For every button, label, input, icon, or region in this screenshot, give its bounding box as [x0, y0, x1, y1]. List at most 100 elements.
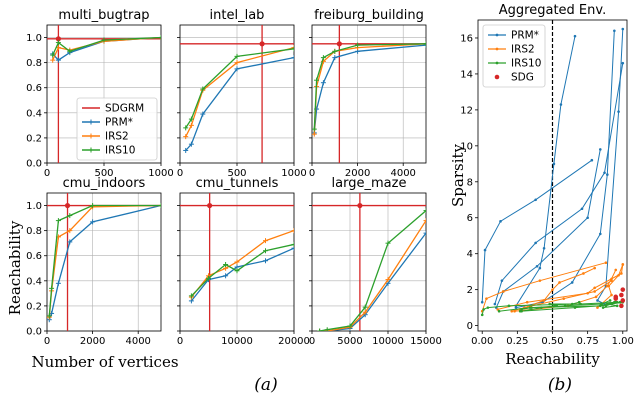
y-tick-label: 16 [460, 33, 473, 44]
series-irs2 [317, 218, 426, 331]
data-point-irs2 [551, 288, 554, 291]
sdgrm-point [64, 202, 71, 209]
legend-box [482, 24, 546, 88]
sdgrm-point [259, 41, 265, 47]
data-point-prm [534, 241, 537, 245]
series-irs10 [312, 41, 426, 132]
x-tick-label: 500 [227, 168, 246, 179]
sdg-point [619, 303, 624, 309]
y-tick-label: 4 [467, 249, 473, 260]
x-tick-label: 0.50 [541, 336, 563, 347]
subplot-title: freiburg_building [314, 8, 424, 23]
data-point-irs2 [593, 286, 596, 290]
data-point-prm [480, 300, 484, 304]
sdgrm-marker [312, 193, 426, 331]
data-point-prm [603, 171, 606, 175]
data-point-prm [499, 220, 502, 223]
caption-b: (b) [548, 375, 572, 395]
series-prm [596, 27, 625, 306]
data-point-prm [580, 207, 584, 211]
axes-frame [311, 192, 427, 332]
legend-label-sdgrm: SDGRM [105, 103, 144, 115]
series-prm [47, 203, 161, 323]
legend-marker-prm [495, 33, 499, 37]
series-prm [480, 158, 594, 304]
x-tick-label: 15000 [410, 336, 442, 347]
series-line-prm [596, 28, 624, 305]
data-point-irs10 [577, 300, 581, 304]
data-point-irs10 [615, 304, 619, 308]
series-irs2 [312, 41, 426, 137]
x-tick-label: 4000 [390, 168, 415, 179]
y-tick-label: 0.0 [26, 159, 42, 170]
legend-label-prm: PRM* [511, 30, 539, 42]
legend-label-irs2: IRS2 [511, 44, 535, 56]
agg-x-axis-label: Reachability [505, 350, 600, 368]
aggregated-plot: 0.00 0.25 0.50 0.75 1.00 0 2 4 6 8 10 12 14 16 Aggrega… [449, 3, 634, 368]
y-tick-label: 0.4 [26, 108, 42, 119]
x-tick-label: 1.00 [612, 336, 634, 347]
data-point-prm [617, 110, 620, 113]
data-point-irs10 [606, 302, 609, 306]
y-tick-label: 0.0 [26, 327, 42, 338]
y-tick-label: 2 [467, 285, 473, 296]
series-prm [493, 61, 625, 306]
data-point-irs2 [558, 281, 561, 284]
subplot-large_maze: 0 5000 10000 15000 large_maze [309, 176, 442, 347]
y-tick-label: 12 [460, 105, 473, 116]
data-point-irs2 [538, 279, 542, 282]
data-point-irs2 [604, 261, 608, 264]
data-point-irs10 [604, 304, 608, 308]
sdg-point [620, 287, 626, 292]
data-point-prm [514, 306, 518, 309]
data-point-prm [493, 302, 497, 306]
series-line-prm [185, 56, 294, 151]
series-line-prm [495, 149, 601, 308]
data-point-prm [590, 158, 594, 162]
series-irs2 [518, 266, 596, 311]
x-tick-label: 0.75 [577, 336, 599, 347]
series-prm [317, 230, 426, 331]
x-tick-label: 2000 [80, 336, 105, 347]
x-tick-label: 1000 [148, 168, 173, 179]
data-point-irs10 [480, 313, 484, 317]
data-point-irs10 [573, 306, 577, 309]
series-prm [183, 55, 294, 153]
series-prm [514, 34, 577, 308]
data-point-irs2 [610, 277, 613, 281]
data-point-irs10 [563, 304, 567, 308]
subplot-grid: 0 500 1000 0.0 0.2 0.4 0.6 0.8 1.0 multi_bugtrap S… [26, 8, 442, 347]
x-tick-label: 500 [94, 168, 113, 179]
data-point-prm [573, 34, 577, 38]
series-irs2 [183, 45, 294, 140]
data-point-prm [598, 232, 602, 236]
x-tick-label: 10000 [372, 336, 404, 347]
series-line-prm [190, 247, 294, 302]
data-point-irs2 [593, 266, 596, 270]
data-point-irs10 [598, 304, 602, 308]
series-line-irs2 [497, 264, 624, 310]
series-irs10 [47, 203, 161, 319]
data-point-prm [606, 173, 609, 176]
series-irs10 [317, 208, 426, 331]
x-tick-label: 0 [44, 336, 50, 347]
data-point-irs2 [542, 299, 546, 302]
series-irs10 [188, 241, 294, 299]
data-point-irs2 [607, 284, 611, 288]
y-tick-label: 0.6 [26, 251, 42, 262]
legend-label-irs10: IRS10 [511, 58, 541, 70]
data-point-prm [586, 216, 589, 220]
subplot-cmu_tunnels: 0 10000 20000 cmu_tunnels [177, 176, 310, 347]
series-line-irs2 [319, 220, 426, 331]
data-point-prm [552, 162, 556, 166]
x-tick-label: 0.25 [506, 336, 528, 347]
legend-box [76, 97, 158, 161]
legend-marker-irs2 [495, 47, 499, 51]
agg-y-axis-label: Sparsity [449, 143, 467, 207]
sdg-point [613, 296, 619, 301]
data-point-irs10 [518, 309, 522, 313]
subplot-title: cmu_indoors [63, 176, 146, 191]
x-tick-label: 10000 [221, 336, 253, 347]
data-point-irs10 [530, 306, 533, 309]
data-point-irs2 [485, 297, 488, 300]
